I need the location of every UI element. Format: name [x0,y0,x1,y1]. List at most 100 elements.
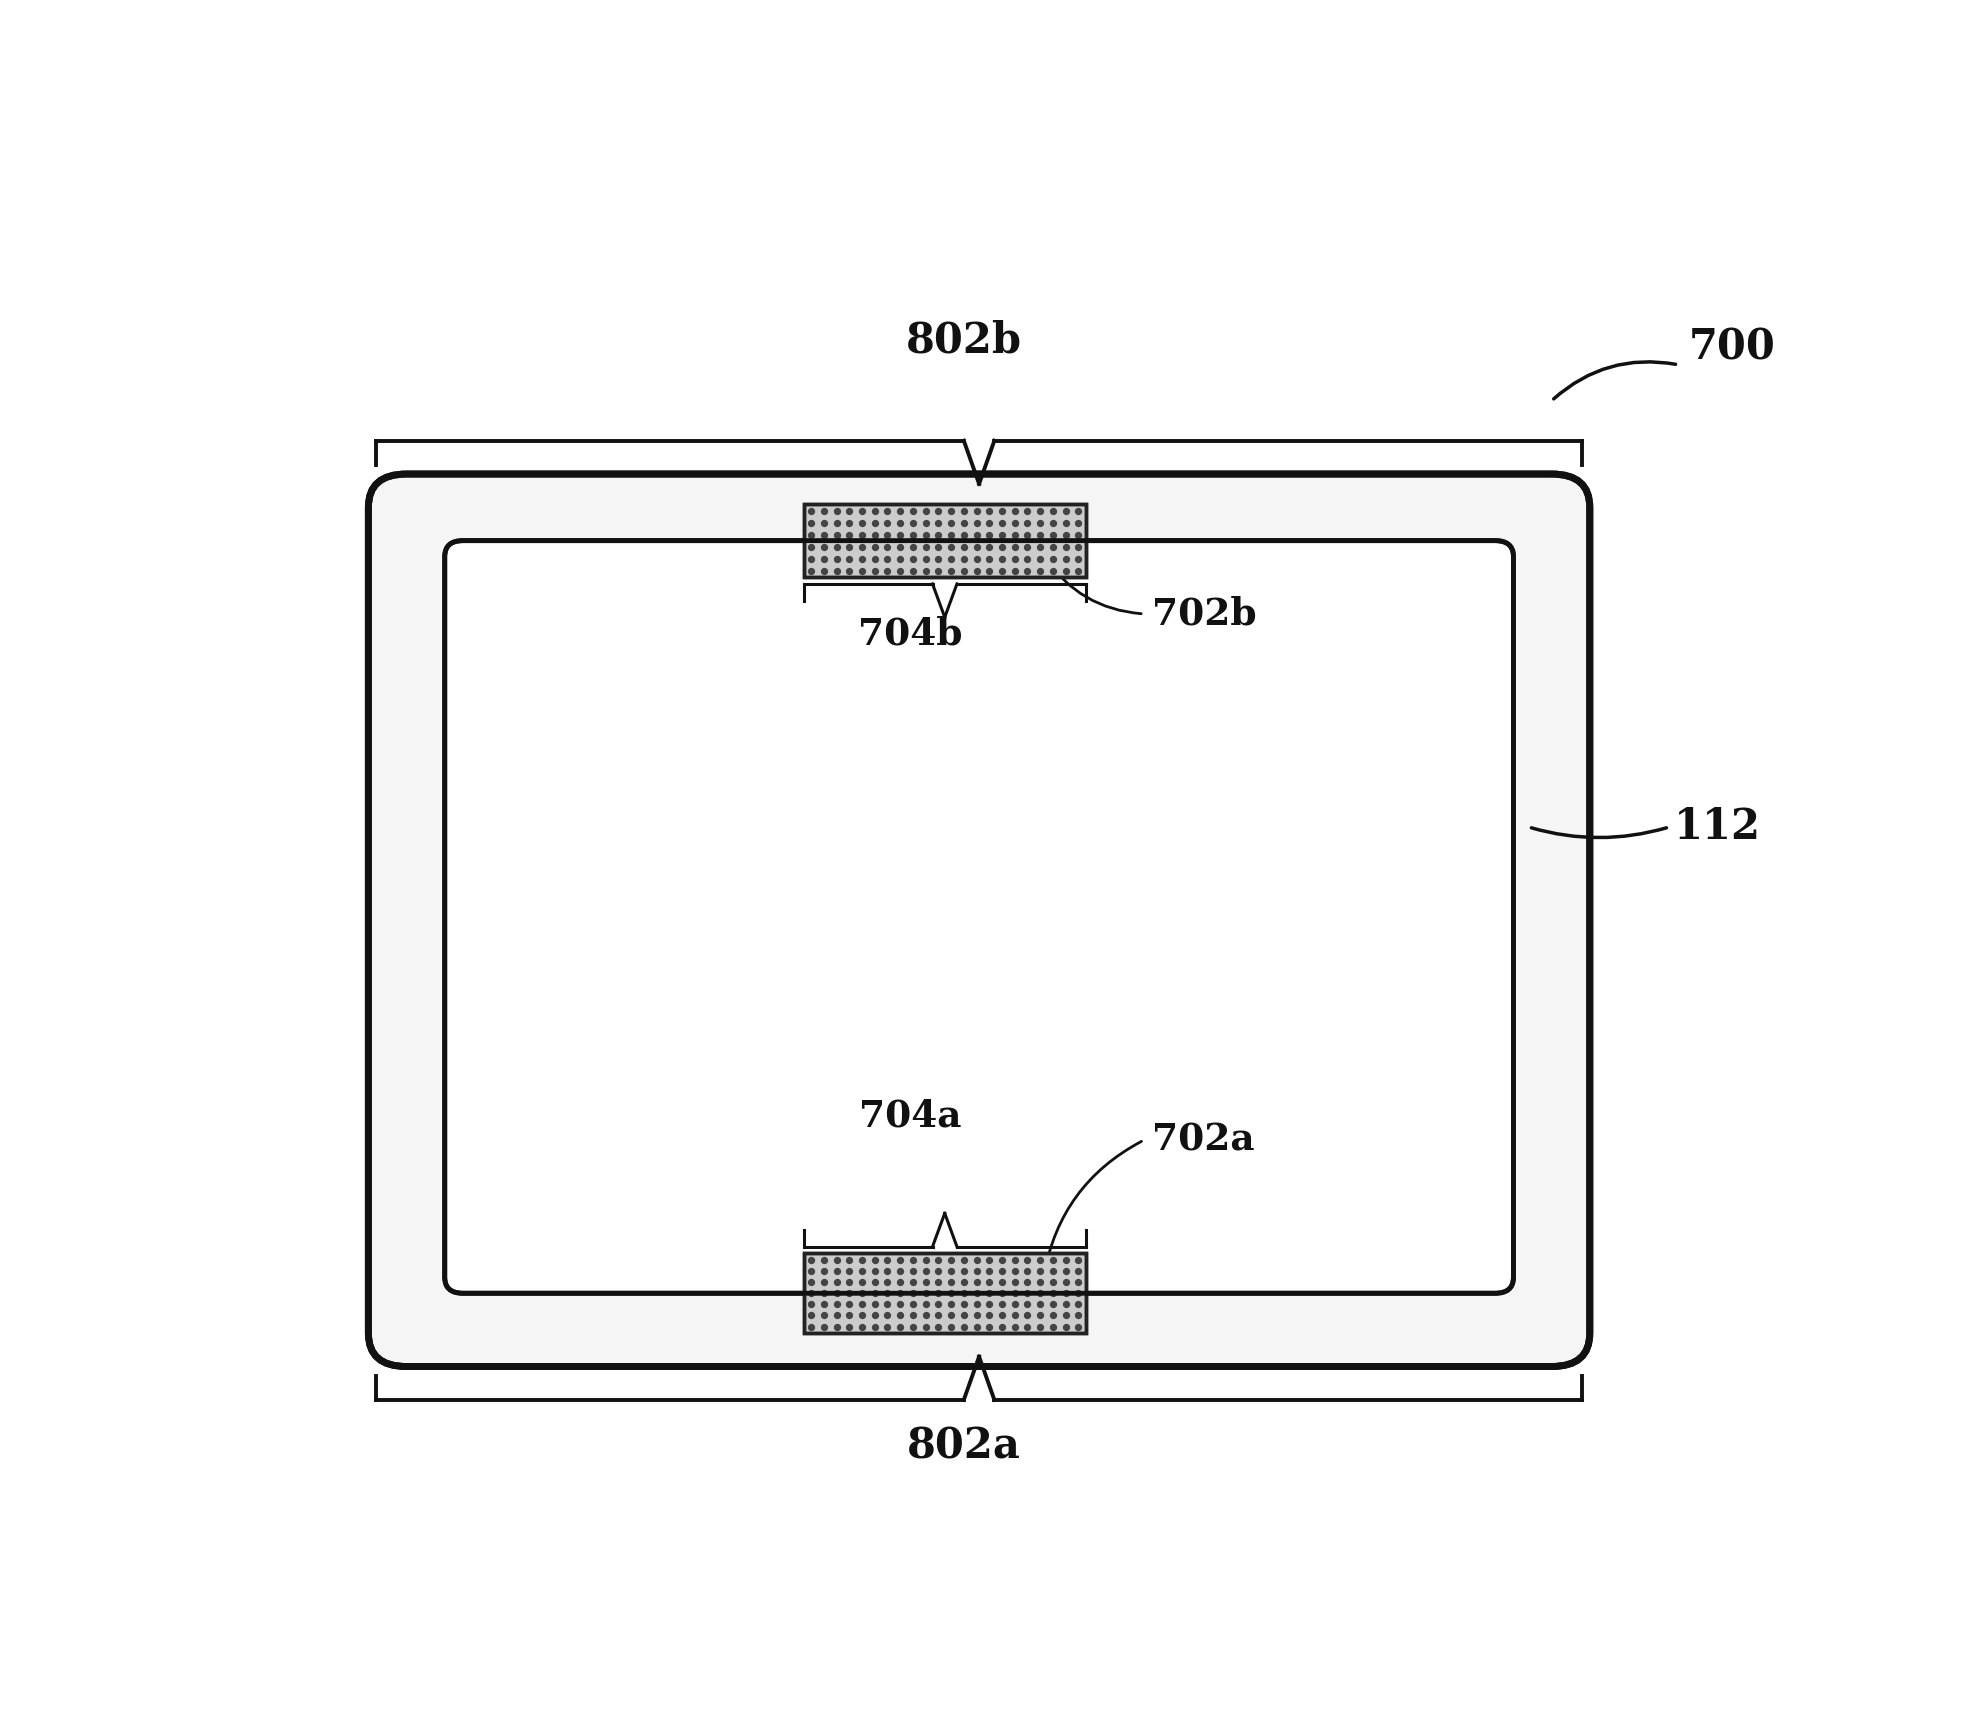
Point [910,557,942,585]
Point [885,1301,916,1329]
Point [910,1313,942,1341]
Point [821,533,853,561]
Point [936,557,967,585]
Point [1050,545,1082,573]
Point [1013,1313,1044,1341]
Point [833,1301,865,1329]
Point [948,1280,979,1308]
Point [896,509,928,536]
Point [987,509,1018,536]
Point [796,509,827,536]
Point [1013,533,1044,561]
Point [796,1280,827,1308]
Point [833,557,865,585]
Point [871,1268,902,1296]
Point [796,1313,827,1341]
Point [1013,557,1044,585]
Point [961,1291,993,1318]
Point [910,1291,942,1318]
Point [1036,1258,1068,1285]
Point [973,1291,1005,1318]
Point [948,509,979,536]
Point [796,1246,827,1273]
Point [821,1258,853,1285]
Point [922,1280,953,1308]
Point [847,1280,879,1308]
Point [936,1313,967,1341]
Point [833,1246,865,1273]
Bar [804,503,1085,578]
Point [896,497,928,524]
Point [987,1258,1018,1285]
Point [896,1291,928,1318]
Point [1024,521,1056,548]
Text: 702b: 702b [1152,595,1257,633]
Point [896,557,928,585]
Point [847,1246,879,1273]
Point [922,497,953,524]
Point [885,533,916,561]
Point [936,1280,967,1308]
Point [821,521,853,548]
Point [1024,1268,1056,1296]
Point [859,1268,890,1296]
Point [833,521,865,548]
Text: 702a: 702a [1152,1121,1255,1159]
Point [936,545,967,573]
Point [1013,1280,1044,1308]
Point [847,533,879,561]
Bar [804,503,1085,578]
Point [973,1280,1005,1308]
Point [1024,1246,1056,1273]
Point [796,533,827,561]
Point [833,1258,865,1285]
Point [999,545,1030,573]
Point [885,509,916,536]
Point [948,1268,979,1296]
Point [821,1313,853,1341]
Point [910,521,942,548]
Point [896,1268,928,1296]
Point [973,557,1005,585]
Point [833,1268,865,1296]
Point [936,1258,967,1285]
Point [821,1246,853,1273]
Point [1013,1301,1044,1329]
Text: 704a: 704a [859,1097,961,1135]
Point [871,533,902,561]
Point [948,1301,979,1329]
Point [1062,533,1093,561]
Point [796,1301,827,1329]
Point [1036,557,1068,585]
Point [936,509,967,536]
Point [1024,1313,1056,1341]
Point [859,1291,890,1318]
Point [961,1313,993,1341]
Point [796,1291,827,1318]
Point [859,533,890,561]
Point [1013,497,1044,524]
Point [922,509,953,536]
Point [1036,1268,1068,1296]
Text: 802b: 802b [906,320,1022,362]
Point [973,533,1005,561]
Point [833,497,865,524]
Point [1062,497,1093,524]
Point [961,1258,993,1285]
Point [922,557,953,585]
Point [885,1313,916,1341]
Point [1050,1280,1082,1308]
Point [885,1291,916,1318]
Point [922,1246,953,1273]
Point [999,1280,1030,1308]
Bar [804,1253,1085,1334]
Point [973,1301,1005,1329]
Point [821,557,853,585]
Point [847,1258,879,1285]
Point [796,1268,827,1296]
Point [936,1268,967,1296]
Point [999,533,1030,561]
Point [987,1268,1018,1296]
Point [1013,545,1044,573]
Point [961,1280,993,1308]
